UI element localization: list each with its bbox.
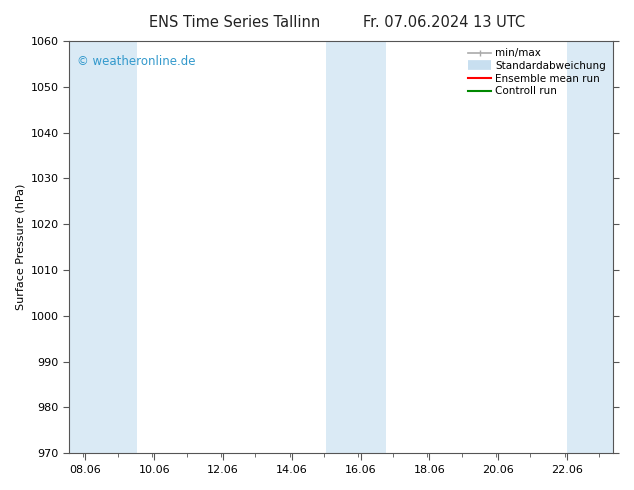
Bar (567, 41, 614, 453)
Text: © weatheronline.de: © weatheronline.de (77, 55, 196, 69)
Bar (69, 41, 103, 453)
Text: ENS Time Series Tallinn: ENS Time Series Tallinn (149, 15, 320, 30)
Text: Fr. 07.06.2024 13 UTC: Fr. 07.06.2024 13 UTC (363, 15, 525, 30)
Bar (352, 41, 386, 453)
Bar (326, 41, 352, 453)
Y-axis label: Surface Pressure (hPa): Surface Pressure (hPa) (15, 184, 25, 310)
Legend: min/max, Standardabweichung, Ensemble mean run, Controll run: min/max, Standardabweichung, Ensemble me… (466, 46, 608, 98)
Bar (103, 41, 137, 453)
